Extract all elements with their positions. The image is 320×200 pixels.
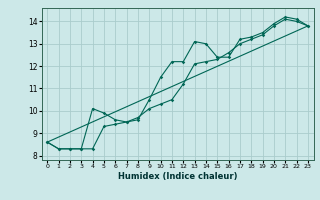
X-axis label: Humidex (Indice chaleur): Humidex (Indice chaleur)	[118, 172, 237, 181]
